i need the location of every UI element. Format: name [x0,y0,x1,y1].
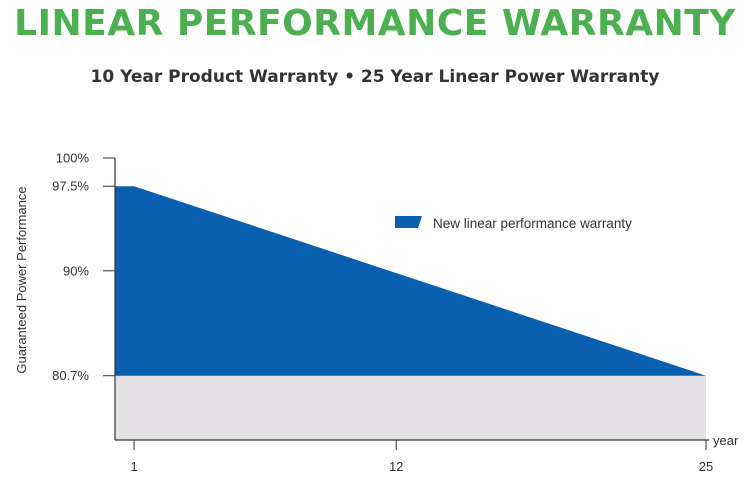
page-title: LINEAR PERFORMANCE WARRANTY [14,3,736,44]
x-axis-label: year [713,433,739,448]
y-axis: 100% 97.5% 90% 80.7% [52,151,116,440]
legend: New linear performance warranty [395,216,632,231]
x-tick-label: 25 [699,459,713,474]
y-tick-label: 97.5% [52,179,89,194]
page-subtitle: 10 Year Product Warranty • 25 Year Linea… [90,67,660,87]
baseline-band [115,375,706,440]
plot-area [115,186,706,440]
legend-swatch [395,216,422,228]
legend-label: New linear performance warranty [433,216,632,231]
y-tick-label: 80.7% [52,368,89,383]
series-area-new-linear-warranty [115,186,706,376]
x-tick-label: 12 [389,459,403,474]
x-tick-label: 1 [130,459,137,474]
y-tick-label: 90% [63,263,89,278]
x-axis: 1 12 25 year [115,433,739,474]
y-axis-label: Guaranteed Power Performance [14,186,29,373]
y-tick-label: 100% [56,151,90,166]
